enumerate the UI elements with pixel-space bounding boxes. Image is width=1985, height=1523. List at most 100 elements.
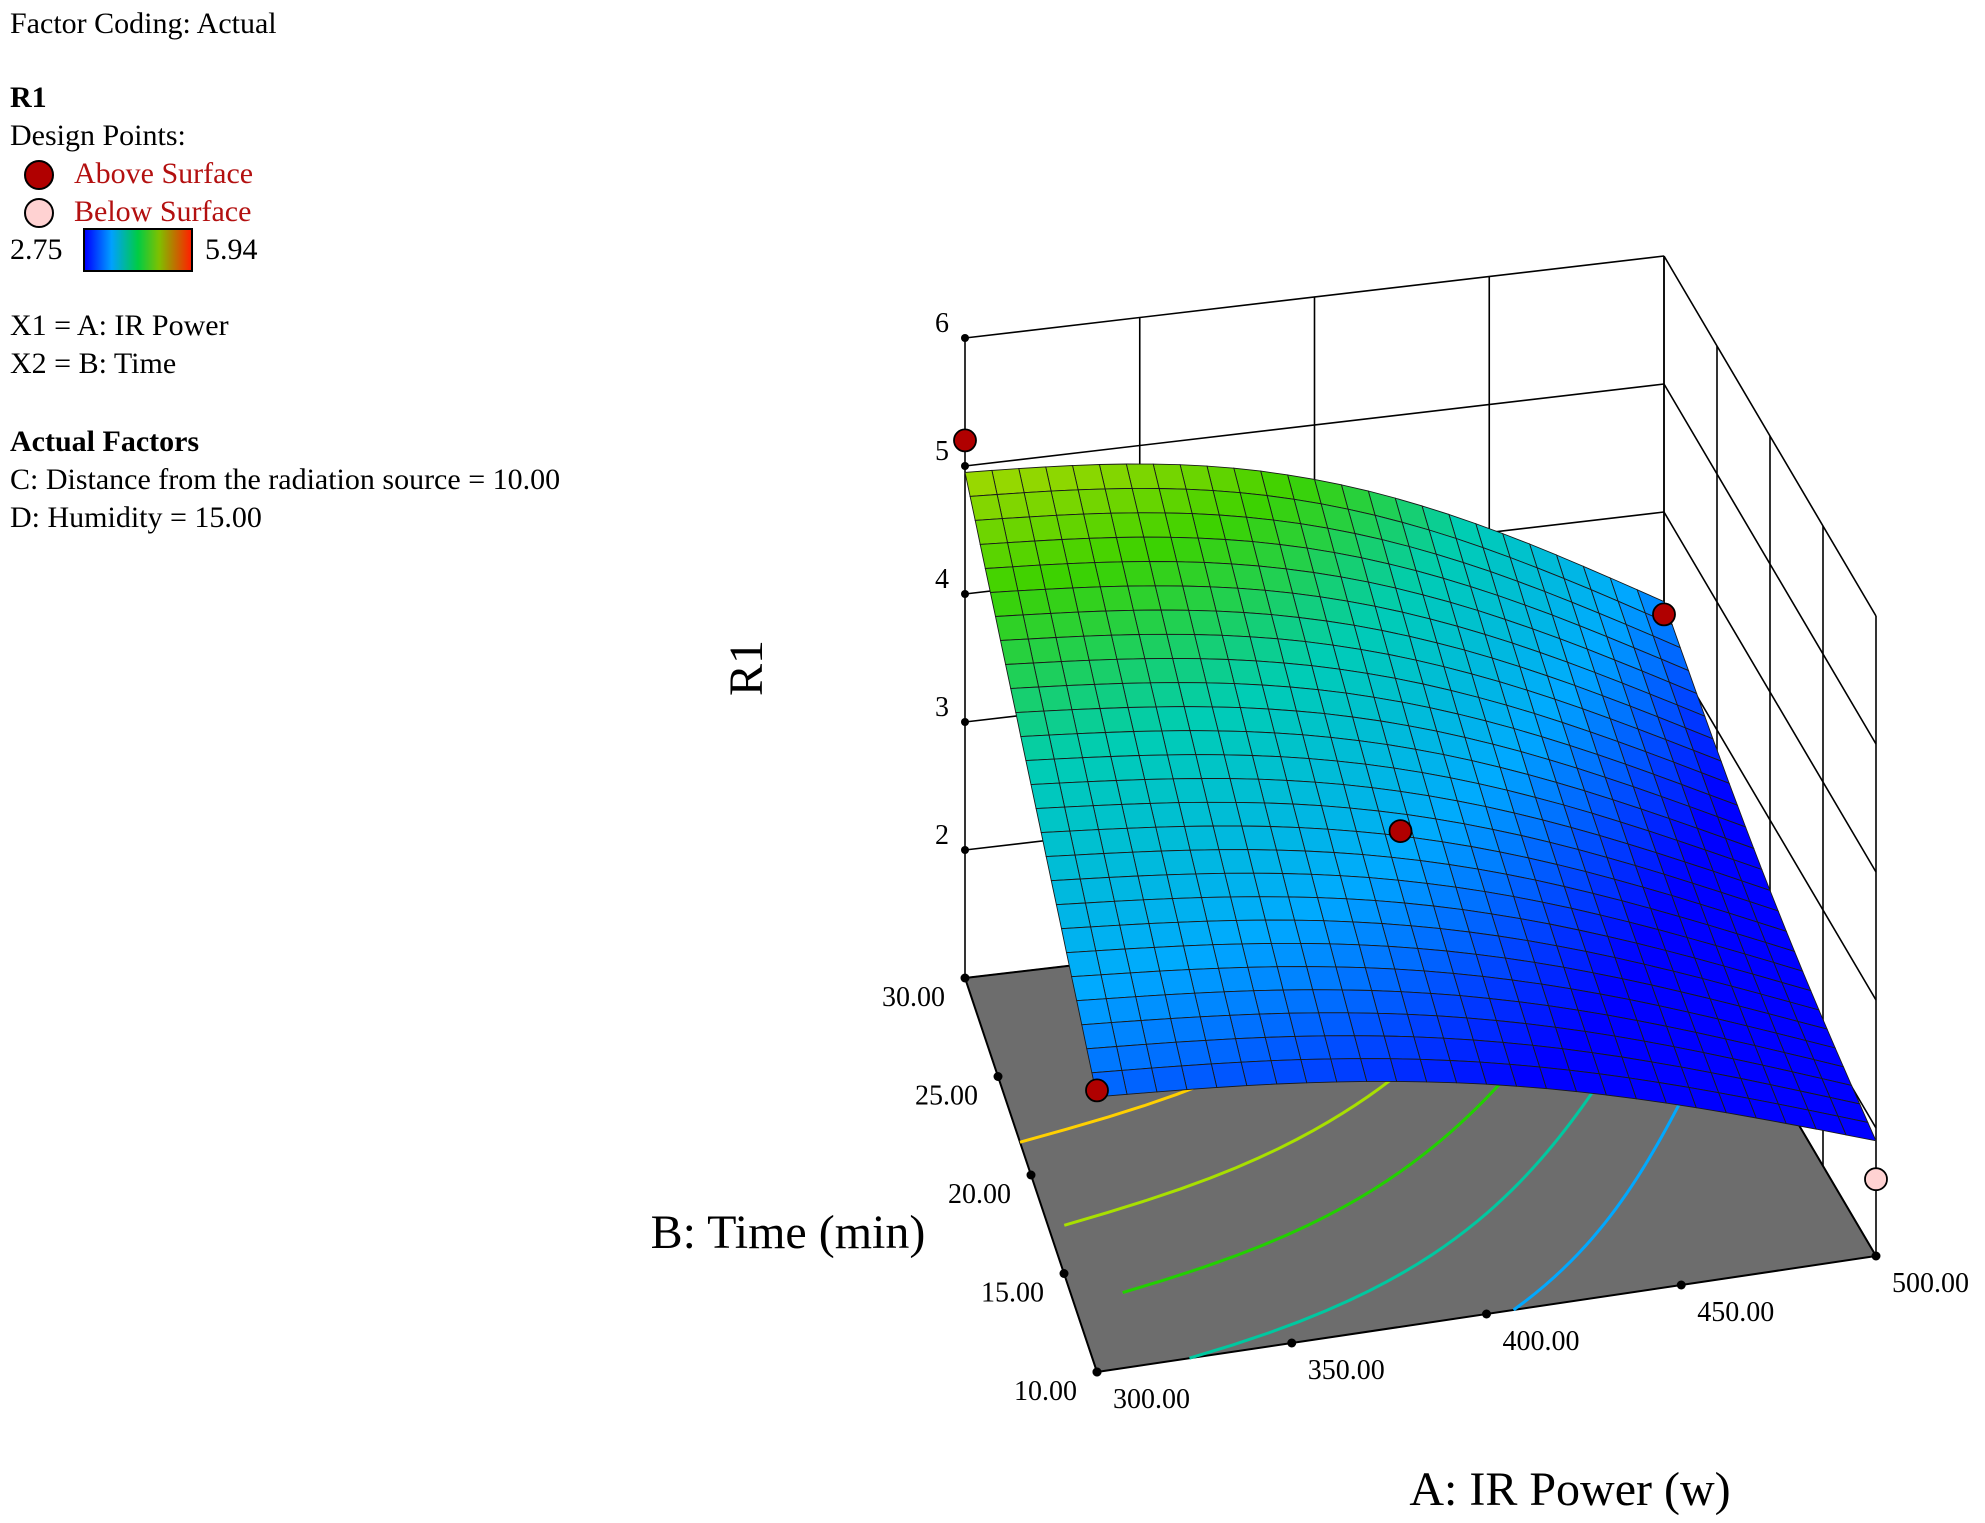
surface-cell — [1045, 854, 1081, 882]
surface-cell — [1144, 778, 1180, 804]
z-axis-label: R1 — [720, 640, 773, 696]
design-point-below — [1864, 1167, 1888, 1192]
design-point-above — [953, 428, 977, 453]
surface-cell — [1086, 1046, 1123, 1074]
surface-cell — [989, 590, 1024, 617]
y-tick-label: 15.00 — [981, 1278, 1044, 1309]
surface-cell — [1020, 734, 1055, 762]
surface-cell — [979, 542, 1014, 569]
surface-cell — [1121, 802, 1157, 829]
surface-cell — [1076, 998, 1112, 1026]
surface-cell — [969, 494, 1003, 521]
x-tick-mark — [1871, 1251, 1881, 1261]
surface-cell — [1153, 945, 1190, 972]
surface-cell — [1240, 1060, 1278, 1087]
surface-cell — [1097, 827, 1134, 854]
surface-cell — [974, 518, 1009, 545]
surface-cell — [1092, 803, 1128, 831]
surface-cell — [1005, 662, 1040, 689]
surface-cell — [1116, 1043, 1153, 1071]
surface-cell — [1129, 970, 1166, 998]
y-axis-label: B: Time (min) — [651, 1206, 926, 1259]
surface-cell — [994, 614, 1029, 641]
y-tick-mark — [1026, 1170, 1036, 1180]
surface-cell — [1155, 825, 1191, 852]
surface-cell — [1270, 1059, 1308, 1085]
design-point-above — [1085, 1078, 1109, 1103]
surface-cell — [1090, 924, 1126, 952]
color-scale-max: 5.94 — [205, 233, 258, 266]
surface-cell — [1081, 756, 1117, 783]
design-points-label: Design Points: — [10, 119, 186, 152]
surface-cell — [1035, 806, 1071, 834]
surface-cell — [1132, 850, 1168, 877]
x-tick-mark — [1287, 1338, 1297, 1348]
surface-cell — [1038, 685, 1073, 712]
z-tick-label: 4 — [935, 564, 949, 595]
response-title: R1 — [10, 81, 47, 114]
y-tick-mark — [960, 973, 970, 983]
surface-cell — [1025, 758, 1060, 786]
surface-cell — [1060, 926, 1097, 954]
surface-cell — [1234, 1036, 1272, 1063]
surface-cell — [1151, 1065, 1188, 1093]
surface-cell — [1015, 710, 1050, 738]
surface-cell — [1053, 757, 1089, 784]
surface-cell — [1119, 923, 1155, 950]
z-tick-mark — [961, 334, 969, 342]
surface-cell — [1030, 782, 1066, 810]
surface-cell — [1205, 1038, 1242, 1065]
surface-cell — [1066, 683, 1101, 711]
surface-cell — [1126, 826, 1162, 853]
y-tick-label: 30.00 — [882, 982, 945, 1013]
surface-cell — [1229, 1013, 1266, 1040]
design-point-above — [1388, 819, 1413, 843]
below-surface-marker-icon — [24, 198, 54, 228]
color-scale-min: 2.75 — [10, 233, 63, 266]
surface-cell — [1100, 972, 1137, 1000]
y-tick-label: 25.00 — [915, 1081, 978, 1112]
surface-cell — [1012, 564, 1046, 592]
x-tick-label: 450.00 — [1697, 1297, 1774, 1328]
surface-cell — [1148, 921, 1185, 948]
z-tick-label: 3 — [935, 692, 949, 723]
surface-cell — [1001, 516, 1036, 544]
surface-cell — [1194, 991, 1231, 1018]
surface-cell — [1050, 611, 1085, 638]
surface-cell — [1180, 1063, 1218, 1091]
surface-cell — [1069, 829, 1105, 856]
z-tick-label: 2 — [935, 820, 949, 851]
surface-cell — [1177, 920, 1214, 947]
surface-cell — [1223, 990, 1260, 1016]
surface-cell — [1074, 853, 1110, 880]
surface-cell — [1145, 1041, 1183, 1069]
surface-cell — [1050, 878, 1086, 906]
axis-ticks: 2 3 4 5 6 10.00 15.00 20.00 25.00 30.00 300.00 350.… — [882, 308, 1969, 1415]
surface-cell — [1103, 851, 1139, 878]
x-tick-mark — [1676, 1280, 1686, 1290]
surface-cell — [1076, 732, 1112, 759]
design-points — [953, 428, 1888, 1192]
x1-definition: X1 = A: IR Power — [10, 309, 229, 342]
factor-d-value: D: Humidity = 15.00 — [10, 501, 262, 534]
surface-cell — [1210, 1061, 1248, 1088]
surface-cell — [1170, 1016, 1207, 1043]
surface-cell — [1182, 944, 1220, 971]
surface-cell — [996, 492, 1030, 520]
grid-line — [964, 255, 1665, 339]
surface-cell — [1105, 996, 1142, 1024]
surface-cell — [999, 638, 1034, 665]
surface-cell — [1048, 733, 1084, 760]
surface-cell — [1175, 1039, 1212, 1067]
surface-cell — [1055, 635, 1090, 663]
y-tick-label: 20.00 — [948, 1179, 1011, 1210]
surface-cell — [1188, 967, 1225, 994]
surface-cell — [1095, 948, 1131, 976]
surface-cell — [1081, 1022, 1118, 1050]
surface-cell — [1087, 780, 1123, 807]
surface-cell — [1121, 1067, 1158, 1095]
x-tick-label: 300.00 — [1113, 1384, 1190, 1415]
surface-cell — [1217, 966, 1255, 993]
surface-cell — [1200, 896, 1237, 922]
surface-cell — [1142, 898, 1179, 925]
